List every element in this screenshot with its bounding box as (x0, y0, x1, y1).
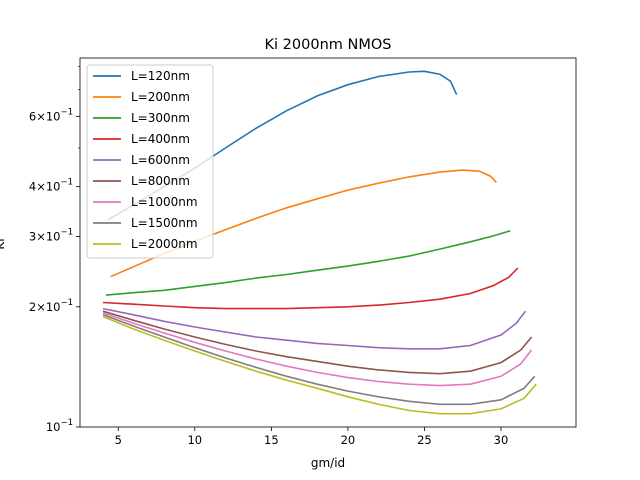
x-axis-label: gm/id (311, 456, 345, 470)
x-tick-label: 30 (494, 433, 509, 447)
series-line-4 (102, 307, 527, 350)
legend-label: L=1500nm (131, 216, 198, 230)
legend-box (86, 64, 214, 259)
legend-label: L=1000nm (131, 195, 198, 209)
y-axis-ticks: 10−1 2×10−1 3×10−1 4×10−1 6×10−1 (29, 66, 80, 434)
x-tick-label: 15 (264, 433, 279, 447)
series-line-7 (102, 314, 536, 406)
y-tick-label: 4×10−1 (29, 178, 73, 194)
legend-label: L=200nm (131, 90, 190, 104)
series-line-6 (102, 312, 533, 387)
chart-title: Ki 2000nm NMOS (265, 37, 392, 53)
y-tick-label: 6×10−1 (29, 107, 73, 123)
legend: L=120nm L=200nm L=300nm L=400nm L=600nm L=800… (86, 64, 214, 259)
x-tick-label: 5 (115, 433, 122, 447)
y-tick-label: 3×10−1 (29, 228, 73, 244)
plot-frame (79, 57, 577, 428)
y-tick-label: 2×10−1 (29, 298, 73, 314)
legend-label: L=120nm (131, 69, 190, 83)
y-axis-label: Ki (0, 238, 7, 249)
series-line-8 (102, 315, 537, 415)
x-tick-label: 25 (417, 433, 432, 447)
legend-label: L=400nm (131, 132, 190, 146)
legend-label: L=300nm (131, 111, 190, 125)
x-tick-label: 20 (341, 433, 356, 447)
legend-label: L=2000nm (131, 237, 198, 251)
x-axis-ticks: 5 10 15 20 25 30 (115, 427, 509, 447)
y-tick-label: 10−1 (46, 418, 73, 434)
legend-label: L=800nm (131, 174, 190, 188)
series-line-5 (102, 310, 533, 375)
x-tick-label: 10 (187, 433, 202, 447)
series-line-2 (105, 230, 511, 296)
series-line-3 (102, 267, 519, 310)
legend-label: L=600nm (131, 153, 190, 167)
